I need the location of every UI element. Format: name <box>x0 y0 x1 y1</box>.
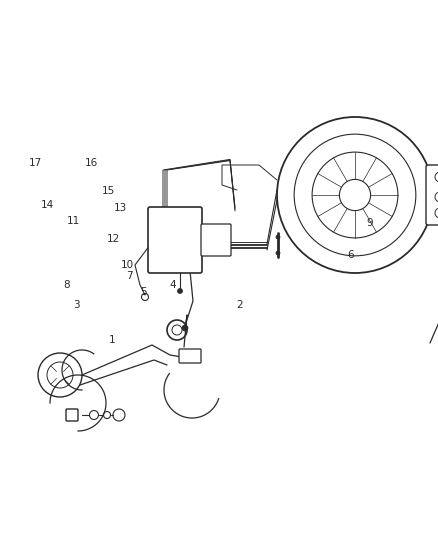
Circle shape <box>276 251 280 255</box>
Circle shape <box>276 235 280 239</box>
Text: 6: 6 <box>347 250 354 260</box>
Text: 16: 16 <box>85 158 98 167</box>
FancyBboxPatch shape <box>66 409 78 421</box>
FancyBboxPatch shape <box>179 349 201 363</box>
Text: 11: 11 <box>67 216 80 226</box>
Text: 8: 8 <box>64 280 71 290</box>
Text: 9: 9 <box>367 218 374 228</box>
FancyBboxPatch shape <box>148 207 202 273</box>
Text: 7: 7 <box>126 271 133 281</box>
Circle shape <box>177 288 183 294</box>
Text: 2: 2 <box>237 300 244 310</box>
Text: 5: 5 <box>140 287 147 297</box>
Text: 15: 15 <box>102 186 115 196</box>
FancyBboxPatch shape <box>426 165 438 225</box>
Text: 14: 14 <box>41 200 54 210</box>
Circle shape <box>182 325 188 331</box>
Text: 12: 12 <box>106 234 120 244</box>
Text: 4: 4 <box>170 280 177 290</box>
Text: 10: 10 <box>120 261 134 270</box>
Text: 13: 13 <box>114 203 127 213</box>
Text: 3: 3 <box>73 301 80 310</box>
Text: 17: 17 <box>29 158 42 167</box>
Text: 1: 1 <box>108 335 115 345</box>
FancyBboxPatch shape <box>201 224 231 256</box>
